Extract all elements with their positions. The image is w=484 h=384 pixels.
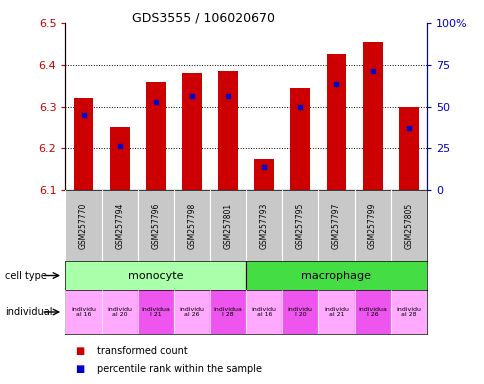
- Text: individu
al 28: individu al 28: [395, 306, 421, 318]
- Bar: [362, 42, 382, 190]
- Text: cell type: cell type: [5, 270, 46, 281]
- Text: percentile rank within the sample: percentile rank within the sample: [97, 364, 261, 374]
- Text: individu
al 16: individu al 16: [71, 306, 96, 318]
- Bar: [218, 71, 238, 190]
- Text: individu
l 20: individu l 20: [287, 306, 312, 318]
- Bar: [173, 290, 210, 334]
- Bar: [137, 290, 173, 334]
- Bar: [102, 290, 137, 334]
- Text: individua
l 28: individua l 28: [213, 306, 242, 318]
- Bar: [290, 88, 310, 190]
- Text: GSM257796: GSM257796: [151, 202, 160, 249]
- Text: individu
al 21: individu al 21: [323, 306, 348, 318]
- Text: individual: individual: [5, 307, 52, 317]
- Bar: [398, 106, 418, 190]
- Bar: [146, 81, 166, 190]
- Text: GSM257801: GSM257801: [223, 202, 232, 249]
- Text: individu
al 20: individu al 20: [107, 306, 132, 318]
- Bar: [65, 290, 102, 334]
- Bar: [65, 261, 245, 290]
- Text: GSM257795: GSM257795: [295, 202, 304, 249]
- Bar: [210, 290, 245, 334]
- Text: GSM257797: GSM257797: [331, 202, 340, 249]
- Bar: [318, 290, 354, 334]
- Text: GSM257798: GSM257798: [187, 202, 196, 249]
- Text: GSM257799: GSM257799: [367, 202, 377, 249]
- Bar: [182, 73, 201, 190]
- Bar: [254, 159, 273, 190]
- Text: individua
l 21: individua l 21: [141, 306, 170, 318]
- Text: monocyte: monocyte: [128, 270, 183, 281]
- Bar: [245, 290, 282, 334]
- Text: individu
al 26: individu al 26: [179, 306, 204, 318]
- Text: individua
l 26: individua l 26: [357, 306, 386, 318]
- Text: GDS3555 / 106020670: GDS3555 / 106020670: [132, 12, 274, 25]
- Bar: [245, 261, 426, 290]
- Text: GSM257770: GSM257770: [79, 202, 88, 249]
- Text: macrophage: macrophage: [301, 270, 371, 281]
- Bar: [109, 127, 129, 190]
- Bar: [390, 290, 426, 334]
- Bar: [326, 55, 346, 190]
- Text: ■: ■: [75, 346, 84, 356]
- Text: transformed count: transformed count: [97, 346, 187, 356]
- Text: GSM257805: GSM257805: [403, 202, 412, 249]
- Text: GSM257794: GSM257794: [115, 202, 124, 249]
- Bar: [354, 290, 390, 334]
- Text: individu
al 16: individu al 16: [251, 306, 276, 318]
- Bar: [282, 290, 318, 334]
- Bar: [74, 98, 93, 190]
- Text: ■: ■: [75, 364, 84, 374]
- Text: GSM257793: GSM257793: [259, 202, 268, 249]
